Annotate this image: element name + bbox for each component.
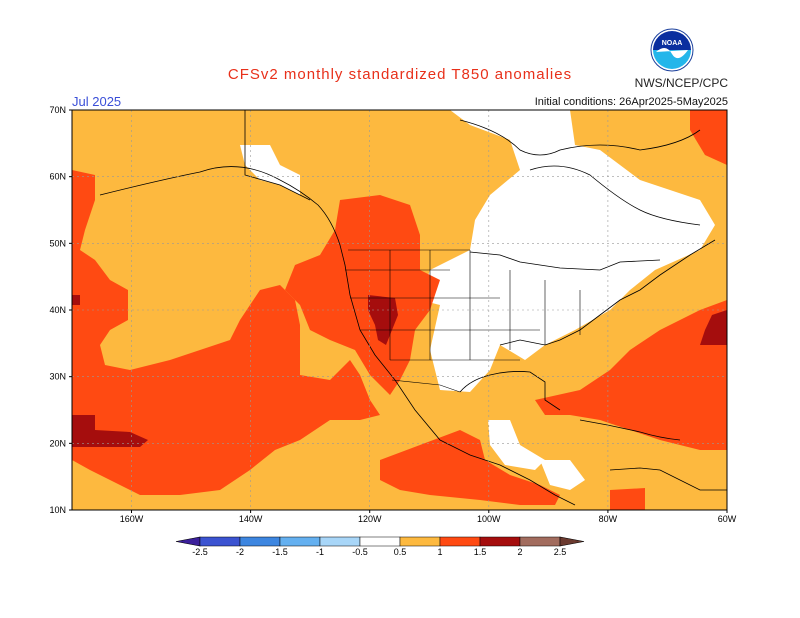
strong-warm-region-pacific [72, 170, 380, 495]
lat-label: 50N [49, 238, 66, 248]
lon-label: 120W [358, 514, 382, 524]
colorbar-left-arrow [175, 536, 201, 547]
neutral-region-caribbean [540, 460, 585, 490]
anomaly-field [72, 110, 727, 510]
lat-label: 70N [49, 105, 66, 115]
colorbar-label: 1 [437, 547, 442, 557]
neutral-region-gulf [488, 420, 545, 470]
colorbar-segment [239, 536, 281, 547]
latitude-axis: 70N 60N 50N 40N 30N 20N 10N [49, 105, 72, 515]
lon-label: 100W [477, 514, 501, 524]
month-label: Jul 2025 [72, 94, 122, 109]
strong-warm-region-south [610, 488, 645, 510]
colorbar-segment [399, 536, 441, 547]
neutral-region-canada-east [420, 110, 715, 392]
lon-label: 140W [239, 514, 263, 524]
colorbar-label: -0.5 [352, 547, 368, 557]
colorbar-label: -2 [236, 547, 244, 557]
colorbar-segment [199, 536, 241, 547]
colorbar-segment [439, 536, 481, 547]
noaa-logo-icon: NOAA [650, 28, 694, 72]
colorbar-segment [519, 536, 561, 547]
colorbar-label: -1 [316, 547, 324, 557]
lon-label: 60W [718, 514, 737, 524]
strong-warm-region-mexico-pacific [380, 430, 560, 505]
gridlines [72, 110, 727, 510]
colorbar-label: -2.5 [192, 547, 208, 557]
strong-warm-region-greenland [690, 110, 727, 165]
lat-label: 30N [49, 372, 66, 382]
lat-label: 60N [49, 172, 66, 182]
colorbar-segment [479, 536, 521, 547]
svg-text:NOAA: NOAA [662, 40, 683, 47]
colorbar-label: 2 [517, 547, 522, 557]
colorbar-label: 0.5 [394, 547, 407, 557]
lon-label: 160W [120, 514, 144, 524]
lat-label: 40N [49, 305, 66, 315]
org-label: NWS/NCEP/CPC [634, 76, 728, 90]
very-strong-warm-region-great-basin [368, 295, 398, 345]
colorbar: -2.5 -2 -1.5 -1 -0.5 0.5 1 1.5 2 2.5 [175, 536, 585, 557]
colorbar-right-arrow [559, 536, 585, 547]
colorbar-label: -1.5 [272, 547, 288, 557]
political-borders [345, 249, 581, 393]
colorbar-label: 1.5 [474, 547, 487, 557]
colorbar-label: 2.5 [554, 547, 567, 557]
longitude-axis: 160W 140W 120W 100W 80W 60W [120, 510, 737, 524]
lat-label: 20N [49, 438, 66, 448]
strong-warm-region-west-us [285, 195, 440, 395]
map-title: CFSv2 monthly standardized T850 anomalie… [227, 66, 573, 83]
strong-warm-region-atlantic [535, 300, 727, 450]
colorbar-segment [319, 536, 361, 547]
initial-conditions-label: Initial conditions: 26Apr2025-5May2025 [534, 96, 728, 108]
colorbar-segment [359, 536, 401, 547]
colorbar-segment [279, 536, 321, 547]
lon-label: 80W [599, 514, 618, 524]
very-strong-warm-region-hawaii [72, 415, 148, 447]
lat-label: 10N [49, 505, 66, 515]
coastlines [99, 110, 727, 506]
very-strong-warm-region-atlantic [700, 310, 727, 345]
very-strong-warm-region-pacific-west [72, 295, 80, 305]
